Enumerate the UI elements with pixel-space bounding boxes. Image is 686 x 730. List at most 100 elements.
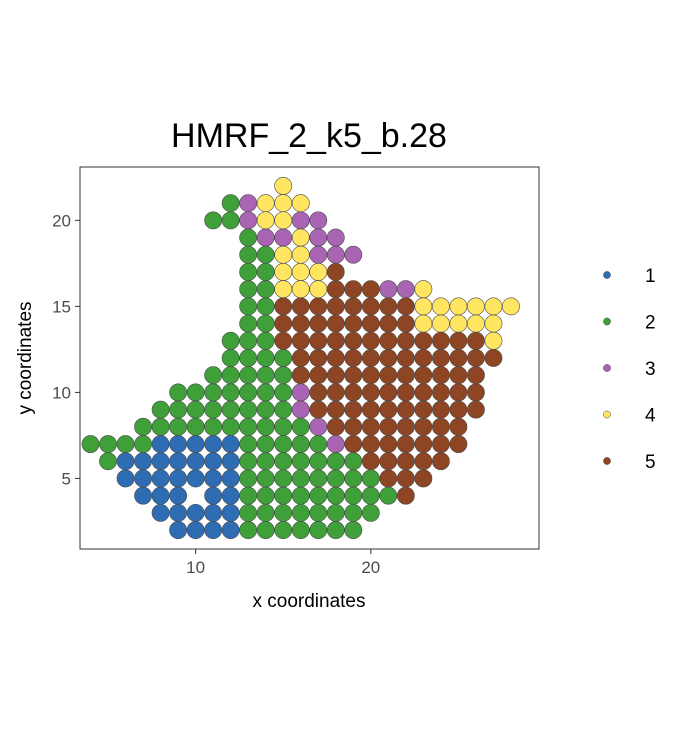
spot-point (396, 452, 415, 471)
spot-point (361, 417, 380, 436)
plot-panel-border (79, 166, 540, 550)
spot-point (169, 469, 188, 488)
spot-point (239, 245, 258, 264)
spot-point (344, 400, 363, 419)
spot-point (396, 435, 415, 453)
spot-point (344, 417, 363, 436)
x-tick-label: 10 (186, 558, 205, 577)
x-axis: 10 20 (186, 549, 380, 577)
spot-point (396, 486, 415, 505)
spot-point (204, 417, 223, 436)
spot-point (326, 297, 345, 316)
spot-point (291, 280, 310, 299)
spot-point (309, 400, 328, 419)
spot-point (414, 297, 433, 316)
spot-point (239, 194, 258, 213)
spot-point (326, 263, 345, 281)
spot-point (204, 435, 223, 453)
legend-key-3 (603, 364, 611, 372)
spot-point (431, 349, 450, 367)
spot-point (291, 211, 310, 230)
spot-point (274, 263, 293, 281)
spot-point (361, 366, 380, 385)
spot-point (309, 314, 328, 333)
spot-point (116, 469, 135, 488)
spot-point (221, 349, 240, 367)
spot-point (256, 452, 275, 471)
spot-point (291, 469, 310, 488)
spot-point (291, 503, 310, 522)
spot-point (361, 297, 380, 316)
spot-point (309, 469, 328, 488)
chart-title: HMRF_2_k5_b.28 (171, 117, 447, 155)
spot-point (396, 314, 415, 333)
spot-point (344, 521, 363, 539)
spot-point (309, 383, 328, 402)
spot-point (204, 400, 223, 419)
spot-point (309, 349, 328, 367)
spot-point (396, 417, 415, 436)
spot-point (169, 383, 188, 402)
spot-point (361, 486, 380, 505)
spot-point (274, 417, 293, 436)
spot-point (396, 331, 415, 350)
spot-point (274, 194, 293, 213)
spot-point (134, 486, 152, 505)
spot-point (239, 521, 258, 539)
spot-point (204, 366, 223, 385)
spot-point (344, 435, 363, 453)
spot-point (467, 349, 485, 367)
spot-point (361, 400, 380, 419)
spot-point (169, 400, 188, 419)
spot-point (361, 383, 380, 402)
spot-point (414, 452, 433, 471)
spot-point (344, 383, 363, 402)
spot-point (274, 280, 293, 299)
spot-point (256, 228, 275, 247)
spot-point (414, 314, 433, 333)
spot-point (291, 297, 310, 316)
spot-point (256, 383, 275, 402)
spot-point (239, 383, 258, 402)
spot-point (467, 400, 485, 419)
spot-point (291, 400, 310, 419)
spot-point (344, 452, 363, 471)
legend-key-1 (603, 271, 611, 279)
spot-point (344, 486, 363, 505)
spot-point (81, 435, 100, 453)
spot-point (151, 469, 170, 488)
spot-point (256, 297, 275, 316)
spot-point (396, 366, 415, 385)
spot-point (379, 349, 398, 367)
spot-point (379, 486, 398, 505)
spot-point (151, 503, 170, 522)
spot-point (186, 400, 205, 419)
spot-point (239, 280, 258, 299)
spot-point (379, 383, 398, 402)
spot-point (239, 211, 258, 230)
spot-point (99, 452, 117, 471)
spot-point (396, 383, 415, 402)
spot-point (431, 314, 450, 333)
spot-point (239, 417, 258, 436)
spot-point (396, 400, 415, 419)
spot-point (274, 400, 293, 419)
legend-label-1: 1 (645, 266, 656, 287)
spot-point (256, 486, 275, 505)
spot-point (326, 452, 345, 471)
spot-point (309, 486, 328, 505)
spot-point (414, 400, 433, 419)
spot-point (361, 314, 380, 333)
spot-point (274, 366, 293, 385)
spot-point (344, 297, 363, 316)
spot-point (309, 435, 328, 453)
spot-point (291, 228, 310, 247)
spot-point (274, 297, 293, 316)
spot-point (326, 228, 345, 247)
spot-point (484, 331, 503, 350)
spot-point (256, 366, 275, 385)
spot-point (309, 331, 328, 350)
spot-point (221, 521, 240, 539)
spot-point (484, 314, 503, 333)
legend: 1 2 3 4 5 (603, 266, 656, 473)
